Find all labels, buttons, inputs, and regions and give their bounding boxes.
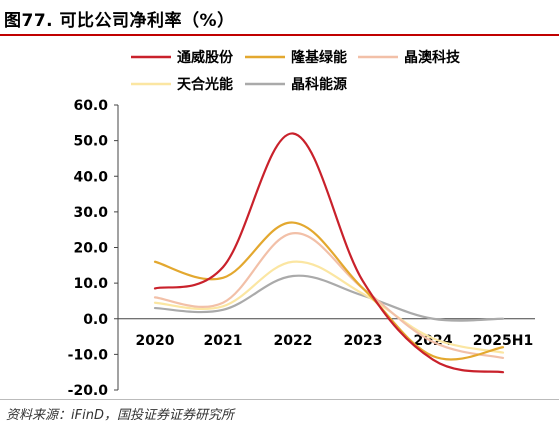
footer-divider <box>0 399 559 400</box>
x-tick-label: 2021 <box>204 333 243 349</box>
legend-label: 隆基绿能 <box>291 49 347 66</box>
y-tick-label: 20.0 <box>73 241 108 257</box>
legend-label: 通威股份 <box>177 49 234 66</box>
y-tick-label: 60.0 <box>73 98 108 114</box>
legend-label: 晶科能源 <box>291 76 347 93</box>
y-tick-label: 50.0 <box>73 134 108 150</box>
x-tick-label: 2022 <box>274 333 313 349</box>
x-tick-label: 2023 <box>344 333 383 349</box>
y-tick-label: -10.0 <box>68 347 109 363</box>
y-tick-label: 30.0 <box>73 205 108 221</box>
y-tick-label: 10.0 <box>73 276 108 292</box>
series-line-3 <box>153 232 505 360</box>
y-tick-label: 40.0 <box>73 169 108 185</box>
x-tick-label: 2025H1 <box>473 333 533 349</box>
y-tick-label: 0.0 <box>83 312 108 328</box>
chart-title: 图77. 可比公司净利率（%） <box>4 11 235 31</box>
series-line-5 <box>153 274 505 322</box>
legend-label: 天合光能 <box>177 76 233 93</box>
legend-label: 晶澳科技 <box>404 49 461 66</box>
y-tick-label: -20.0 <box>68 383 109 399</box>
series-line-2 <box>153 221 505 361</box>
series-line-1 <box>153 132 505 374</box>
source-note: 资料来源：iFinD，国投证券证券研究所 <box>6 408 234 423</box>
title-divider <box>0 34 559 36</box>
series-line-4 <box>153 260 505 354</box>
x-tick-label: 2020 <box>136 333 175 349</box>
